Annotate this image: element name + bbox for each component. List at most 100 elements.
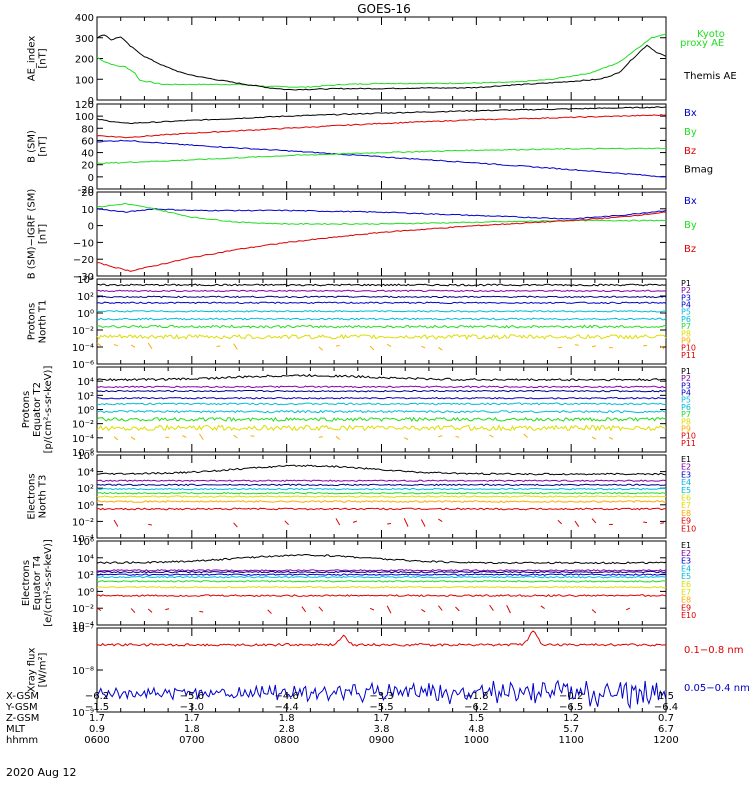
y-tick-label: 10⁻⁹	[72, 708, 94, 719]
y-tick-label: 100	[75, 112, 94, 123]
time-axis-value: 1.7	[89, 713, 105, 724]
series-p5	[96, 310, 667, 313]
y-tick-label: 10⁻²	[72, 517, 94, 528]
time-axis-value: 0900	[369, 735, 394, 746]
legend-bx: Bx	[684, 108, 697, 119]
legend-p7: P7	[681, 410, 691, 419]
series-p1	[96, 373, 667, 382]
time-axis-value: −1.8	[464, 691, 488, 702]
series-e9-segment	[625, 607, 631, 611]
time-axis-value: 1.5	[468, 713, 484, 724]
series-by	[96, 202, 667, 225]
y-axis-label: AE_index	[27, 36, 38, 82]
series-p9-segment	[421, 345, 426, 349]
series-e1	[96, 553, 667, 565]
y-axis-label: Electrons	[27, 473, 38, 519]
y-tick-label: −30	[73, 272, 94, 283]
legend-e8: E8	[681, 509, 691, 518]
series-e9-segment	[489, 604, 494, 611]
y-tick-label: 0	[88, 96, 94, 107]
panel-pe: 10⁴ 10² 10⁰ 10⁻² 10⁻⁴ 10⁻⁶ Protons Equator T2 [p…	[21, 366, 696, 459]
series-p9-segment	[233, 343, 238, 350]
time-axis-value: −5.6	[180, 691, 204, 702]
series-e9-segment	[301, 606, 307, 613]
series-p8	[96, 333, 667, 340]
series-e9-segment	[318, 606, 324, 612]
series-p9-segment	[574, 344, 579, 346]
legend-p2: P2	[681, 286, 691, 295]
legend-by: By	[684, 220, 697, 231]
series-e3	[96, 570, 667, 574]
legend-e7: E7	[681, 501, 691, 510]
series-e4	[96, 573, 667, 576]
series-bx	[96, 208, 667, 220]
y-tick-label: 10⁻⁴	[72, 534, 94, 545]
series-e9-segment	[369, 607, 375, 611]
series-e9-segment	[438, 605, 443, 611]
series-p4	[96, 301, 667, 305]
y-tick-label: 10⁴	[77, 468, 94, 479]
panel-pn: 10⁴ 10² 10⁰ 10⁻² 10⁻⁴ 10⁻⁶ Protons North T1 P1P2…	[27, 275, 697, 371]
series-p9-segment	[404, 437, 409, 440]
series-e9-segment	[660, 522, 665, 524]
legend-e3: E3	[681, 557, 691, 566]
time-axis-value: 6.7	[658, 724, 674, 735]
legend-e9: E9	[681, 603, 691, 612]
panel-frame	[96, 191, 667, 277]
series-p9-segment	[591, 345, 596, 348]
y-tick-label: 10⁶	[77, 537, 94, 548]
series-e9-segment	[438, 518, 443, 522]
legend-e7: E7	[681, 588, 691, 597]
series-e9-segment	[403, 518, 409, 527]
series-e9-segment	[267, 609, 272, 614]
y-tick-label: 60	[81, 136, 94, 147]
y-axis-label: [nT]	[38, 136, 49, 156]
series-p9-segment	[233, 434, 238, 439]
legend-p8: P8	[681, 417, 691, 426]
series-e7	[96, 500, 667, 503]
date-label: 2020 Aug 12	[6, 766, 76, 779]
series-e6	[96, 495, 667, 498]
legend-by: By	[684, 127, 697, 138]
legend-e10: E10	[681, 524, 696, 533]
y-tick-label: 20	[81, 188, 94, 199]
time-axis-value: −4.6	[275, 691, 299, 702]
y-tick-label: 10⁴	[77, 275, 94, 286]
y-tick-label: 300	[75, 34, 94, 45]
legend-p1: P1	[681, 279, 691, 288]
time-axis-value: 2.8	[279, 724, 295, 735]
y-axis-label: [nT]	[38, 224, 49, 244]
legend-e6: E6	[681, 580, 691, 589]
series-p8	[96, 424, 667, 432]
time-axis-value: 1.2	[563, 713, 579, 724]
series-e9-segment	[352, 520, 357, 523]
series-e1	[96, 464, 667, 476]
row-label-y-gsm: Y-GSM	[5, 702, 38, 713]
series-p9-segment	[130, 344, 136, 348]
y-axis-label: B (SM)−IGRF (SM)	[27, 189, 38, 280]
row-label-mlt: MLT	[6, 724, 26, 735]
series-p9-segment	[369, 345, 375, 351]
legend-p10: P10	[681, 432, 696, 441]
time-axis-value: 0.7	[658, 713, 674, 724]
series-e9-segment	[540, 605, 545, 609]
series-p9-segment	[113, 344, 119, 347]
series-bmag	[96, 106, 667, 124]
series-p9-segment	[455, 435, 460, 438]
panel-ee: 10⁶ 10⁴ 10² 10⁰ 10⁻² 10⁻⁴ Electrons Equator T4[…	[21, 537, 696, 632]
series-0-05-0-4-nm	[96, 679, 667, 710]
time-axis-value: −0.2	[559, 691, 583, 702]
series-p3	[96, 295, 667, 299]
series-p9-segment	[318, 436, 323, 438]
time-axis-table: X-GSMY-GSMZ-GSMMLThhmm−6.2−1.51.70.90600…	[5, 691, 679, 746]
row-label-hhmm: hhmm	[6, 735, 38, 746]
legend-e3: E3	[681, 470, 691, 479]
series-e9-segment	[233, 522, 238, 528]
time-axis-value: −6.2	[85, 691, 109, 702]
time-axis-value: 4.8	[468, 724, 484, 735]
y-tick-label: -20	[78, 185, 94, 196]
legend-e10: E10	[681, 611, 696, 620]
series-e9-segment	[130, 608, 136, 614]
